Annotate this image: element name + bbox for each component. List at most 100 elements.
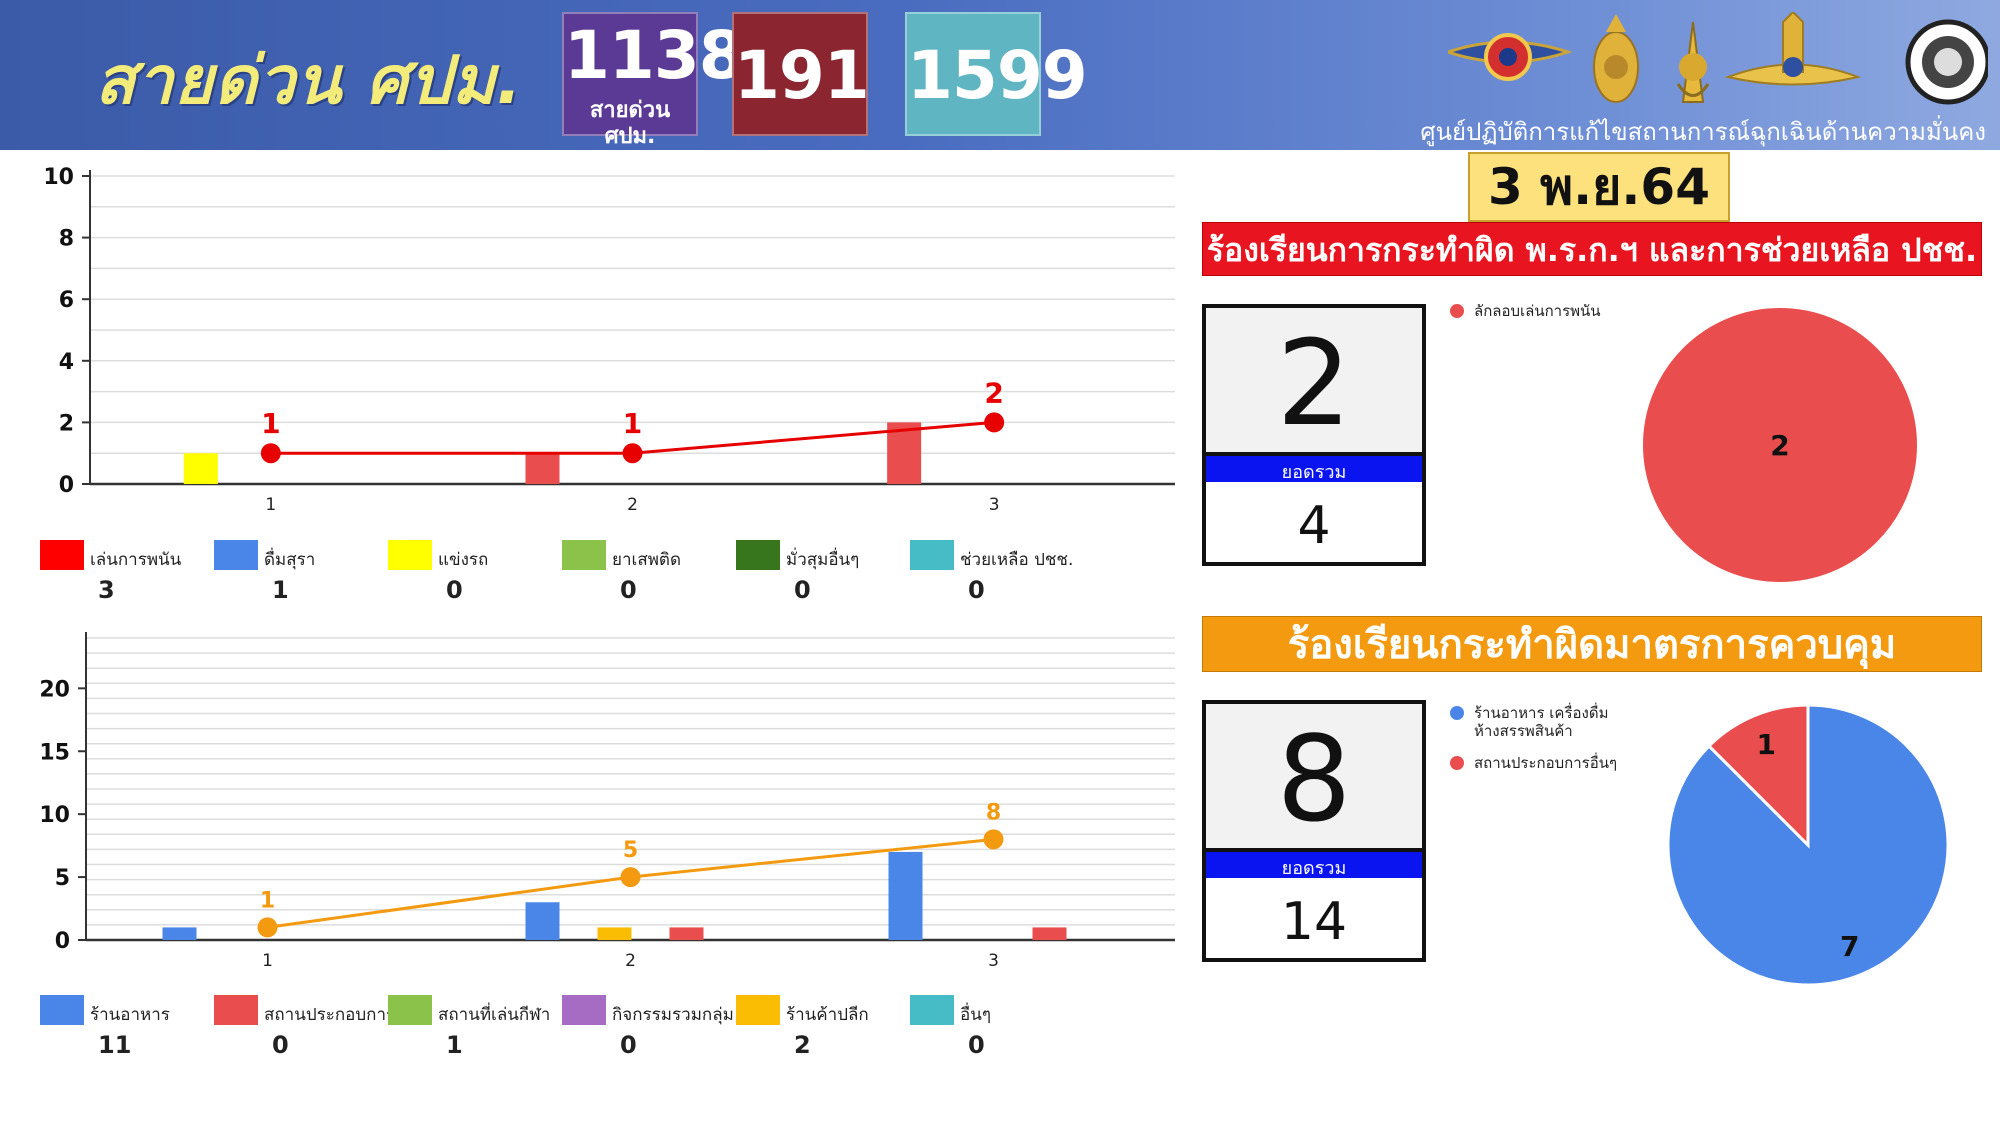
legend-swatch [910, 995, 954, 1025]
x-tick-label: 3 [988, 951, 999, 971]
legend-label: ช่วยเหลือ ปชช. [960, 550, 1074, 570]
line-point [622, 443, 643, 464]
legend-dot [1450, 304, 1464, 318]
x-tick-label: 3 [989, 495, 1000, 510]
section2-total: 14 [1280, 892, 1348, 952]
pie2-legend-label: สถานประกอบการอื่นๆ [1474, 754, 1618, 772]
data-label: 1 [260, 888, 275, 913]
section2-total-label: ยอดรวม [1206, 848, 1422, 879]
pie-slice-label: 7 [1840, 930, 1859, 963]
pie2-legend-item: ร้านอาหาร เครื่องดื่ม ห้างสรรพสินค้า [1450, 704, 1620, 744]
y-tick-label: 6 [59, 288, 74, 313]
pie1-legend-label: ลักลอบเล่นการพนัน [1474, 302, 1601, 320]
army-emblem-icon [1593, 14, 1639, 103]
pie2-legend-label: ร้านอาหาร เครื่องดื่ม ห้างสรรพสินค้า [1474, 704, 1609, 740]
legend-label: สถานประกอบการฯ [264, 1005, 405, 1025]
legend-swatch [388, 540, 432, 570]
y-tick-label: 8 [59, 227, 74, 252]
legend-swatch [736, 995, 780, 1025]
air-force-emblem-icon [1448, 33, 1573, 81]
y-tick-label: 15 [39, 740, 70, 765]
section1-total-label: ยอดรวม [1206, 452, 1422, 483]
legend-label: เล่นการพนัน [90, 550, 182, 570]
legend-value: 0 [620, 1031, 637, 1059]
legend-label: ร้านอาหาร [90, 1005, 170, 1025]
bar [887, 422, 922, 484]
data-label: 1 [623, 407, 642, 440]
navy-emblem-icon [1676, 21, 1710, 103]
pie-chart-bottom: 71 [1666, 703, 1950, 987]
pie2-legend-item: สถานประกอบการอื่นๆ [1450, 754, 1640, 774]
legend-item: ร้านค้าปลีก 2 [736, 995, 910, 1061]
legend-label: แข่งรถ [438, 550, 489, 570]
legend-top: เล่นการพนัน 3 ดื่มสุรา 1 แข่งรถ 0 ยาเสพติด 0 มั่… [40, 540, 1180, 610]
pie-slice [1706, 703, 1810, 849]
legend-item: เล่นการพนัน 3 [40, 540, 214, 606]
legend-label: ยาเสพติด [612, 550, 681, 570]
legend-item: อื่นๆ 0 [910, 995, 1084, 1061]
legend-value: 3 [98, 576, 115, 604]
legend-item: ร้านอาหาร 11 [40, 995, 214, 1061]
y-tick-label: 5 [55, 866, 70, 891]
hotline-1138-box: 1138 สายด่วน ศปม. [562, 12, 745, 149]
legend-item: สถานประกอบการฯ 0 [214, 995, 405, 1061]
legend-swatch [736, 540, 780, 570]
legend-item: มั่วสุมอื่นๆ 0 [736, 540, 910, 606]
section2-banner: ร้องเรียนกระทำผิดมาตรการควบคุม [1202, 616, 1982, 672]
y-tick-label: 10 [39, 803, 70, 828]
royal-thai-police-emblem-icon [1905, 19, 1988, 105]
bar [1032, 927, 1067, 940]
legend-value: 0 [968, 576, 985, 604]
x-tick-label: 2 [625, 951, 636, 971]
section2-count-box: 8 ยอดรวม 14 [1202, 700, 1426, 962]
bar [525, 453, 560, 484]
legend-label: อื่นๆ [960, 1005, 991, 1025]
data-label: 1 [261, 407, 280, 440]
data-label: 8 [986, 800, 1001, 825]
supreme-command-emblem-icon [1724, 12, 1862, 86]
legend-value: 0 [446, 576, 463, 604]
legend-bottom: ร้านอาหาร 11 สถานประกอบการฯ 0 สถานที่เล่นกีฬ… [40, 995, 1180, 1065]
bar [525, 902, 560, 940]
legend-dot [1450, 706, 1464, 720]
hotline-number: 1138 [564, 17, 745, 94]
bar [669, 927, 704, 940]
legend-value: 0 [620, 576, 637, 604]
pie-slice [1641, 306, 1919, 584]
hotline-1599-box: 1599 [905, 12, 1088, 136]
legend-swatch [910, 540, 954, 570]
y-tick-label: 4 [59, 350, 74, 375]
data-label: 5 [623, 838, 638, 863]
line-point [257, 917, 278, 938]
legend-value: 1 [446, 1031, 463, 1059]
section1-count: 2 [1206, 308, 1422, 452]
header-title: สายด่วน ศปม. [95, 42, 523, 119]
line-point [984, 412, 1005, 433]
y-tick-label: 2 [59, 411, 74, 436]
bar [597, 927, 632, 940]
pie-slice-label: 1 [1756, 728, 1775, 761]
legend-swatch [40, 995, 84, 1025]
legend-label: ร้านค้าปลีก [786, 1005, 869, 1025]
line-point [620, 867, 641, 888]
emblem-group [1448, 12, 1988, 105]
legend-swatch [562, 995, 606, 1025]
legend-swatch [40, 540, 84, 570]
bar [183, 453, 218, 484]
header-subtitle: ศูนย์ปฏิบัติการแก้ไขสถานการณ์ฉุกเฉินด้าน… [1420, 118, 1986, 146]
y-tick-label: 0 [59, 473, 74, 498]
legend-label: มั่วสุมอื่นๆ [786, 550, 860, 570]
x-tick-label: 1 [262, 951, 273, 971]
legend-item: แข่งรถ 0 [388, 540, 562, 606]
legend-swatch [214, 995, 258, 1025]
line-point [983, 829, 1004, 850]
legend-value: 0 [794, 576, 811, 604]
section1-banner: ร้องเรียนการกระทำผิด พ.ร.ก.ฯ และการช่วยเ… [1202, 222, 1982, 276]
legend-label: กิจกรรมรวมกลุ่ม [612, 1005, 734, 1025]
hotline-number: 191 [734, 37, 870, 114]
pie-chart-top: 2 [1641, 306, 1919, 584]
legend-value: 11 [98, 1031, 132, 1059]
hotline-191-box: 191 [732, 12, 870, 136]
header-banner: สายด่วน ศปม. 1138 สายด่วน ศปม. 191 1599 [0, 0, 2000, 150]
